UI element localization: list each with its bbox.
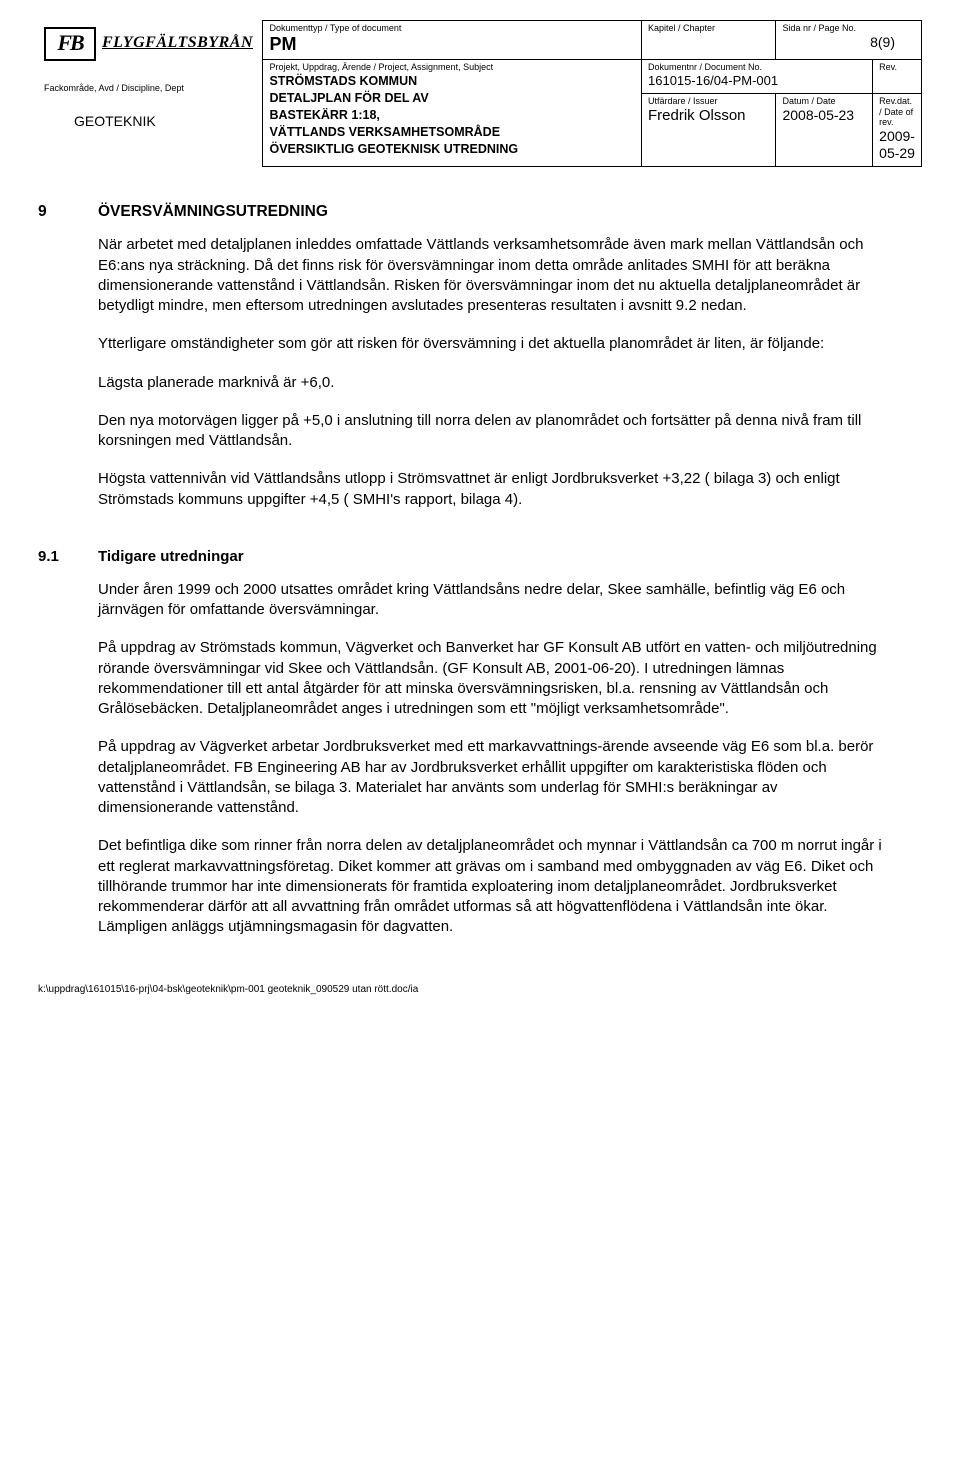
revdate-cell: Rev.dat. / Date of rev. 2009-05-29 [873, 93, 922, 166]
date-label: Datum / Date [782, 96, 866, 107]
docnr-cell: Dokumentnr / Document No. 161015-16/04-P… [642, 60, 873, 93]
docnr-label: Dokumentnr / Document No. [648, 62, 866, 73]
subject-line-4: VÄTTLANDS VERKSAMHETSOMRÅDE [269, 124, 635, 141]
subsection-body: Under åren 1999 och 2000 utsattes område… [98, 580, 882, 938]
doc-type-cell: Dokumenttyp / Type of document PM [263, 21, 642, 60]
discipline-value: GEOTEKNIK [44, 113, 256, 130]
chapter-label: Kapitel / Chapter [648, 23, 769, 34]
section-title: ÖVERSVÄMNINGSUTREDNING [98, 203, 328, 222]
subsection-number: 9.1 [38, 548, 70, 566]
date-cell: Datum / Date 2008-05-23 [776, 93, 873, 166]
subject-line-3: BASTEKÄRR 1:18, [269, 107, 635, 124]
section-9-p2: Ytterligare omständigheter som gör att r… [98, 334, 882, 354]
section-number: 9 [38, 203, 64, 222]
footer-path: k:\uppdrag\161015\16-prj\04-bsk\geotekni… [38, 984, 922, 996]
page-no-value: 8(9) [782, 34, 915, 51]
section-heading: 9 ÖVERSVÄMNINGSUTREDNING [38, 203, 922, 222]
subsection-heading: 9.1 Tidigare utredningar [38, 548, 922, 566]
section-9-p4: Den nya motorvägen ligger på +5,0 i ansl… [98, 411, 882, 452]
doc-type-value: PM [269, 34, 635, 56]
revdate-value: 2009-05-29 [879, 128, 915, 162]
subject-cell: Projekt, Uppdrag, Ärende / Project, Assi… [263, 60, 642, 166]
subsection-p2: På uppdrag av Strömstads kommun, Vägverk… [98, 638, 882, 719]
section-body: När arbetet med detaljplanen inleddes om… [98, 235, 882, 510]
project-label: Projekt, Uppdrag, Ärende / Project, Assi… [269, 62, 635, 73]
subject-line-2: DETALJPLAN FÖR DEL AV [269, 90, 635, 107]
issuer-label: Utfärdare / Issuer [648, 96, 769, 107]
section-9-p1: När arbetet med detaljplanen inleddes om… [98, 235, 882, 316]
page-no-label: Sida nr / Page No. [782, 23, 915, 34]
doc-type-label: Dokumenttyp / Type of document [269, 23, 635, 34]
discipline-label: Fackområde, Avd / Discipline, Dept [44, 83, 256, 94]
document-header: FB FLYGFÄLTSBYRÅN Fackområde, Avd / Disc… [38, 20, 922, 167]
header-left: FB FLYGFÄLTSBYRÅN Fackområde, Avd / Disc… [38, 21, 263, 167]
subject-line-1: STRÖMSTADS KOMMUN [269, 73, 635, 90]
rev-cell: Rev. [873, 60, 922, 93]
logo-initials: FB [44, 27, 96, 61]
subsection-p4: Det befintliga dike som rinner från norr… [98, 836, 882, 937]
subsection-title: Tidigare utredningar [98, 548, 244, 566]
chapter-cell: Kapitel / Chapter [642, 21, 776, 60]
issuer-value: Fredrik Olsson [648, 107, 769, 125]
revdate-label: Rev.dat. / Date of rev. [879, 96, 915, 128]
page-no-cell: Sida nr / Page No. 8(9) [776, 21, 922, 60]
date-value: 2008-05-23 [782, 107, 866, 124]
section-9-p5: Högsta vattennivån vid Vättlandsåns utlo… [98, 469, 882, 510]
subject-line-5: ÖVERSIKTLIG GEOTEKNISK UTREDNING [269, 141, 635, 158]
rev-label: Rev. [879, 62, 915, 73]
issuer-cell: Utfärdare / Issuer Fredrik Olsson [642, 93, 776, 166]
subsection-p3: På uppdrag av Vägverket arbetar Jordbruk… [98, 737, 882, 818]
docnr-value: 161015-16/04-PM-001 [648, 73, 866, 89]
subsection-p1: Under åren 1999 och 2000 utsattes område… [98, 580, 882, 621]
company-logo: FB FLYGFÄLTSBYRÅN [44, 23, 256, 61]
section-9-p3: Lägsta planerade marknivå är +6,0. [98, 373, 882, 393]
logo-company-name: FLYGFÄLTSBYRÅN [102, 27, 253, 52]
